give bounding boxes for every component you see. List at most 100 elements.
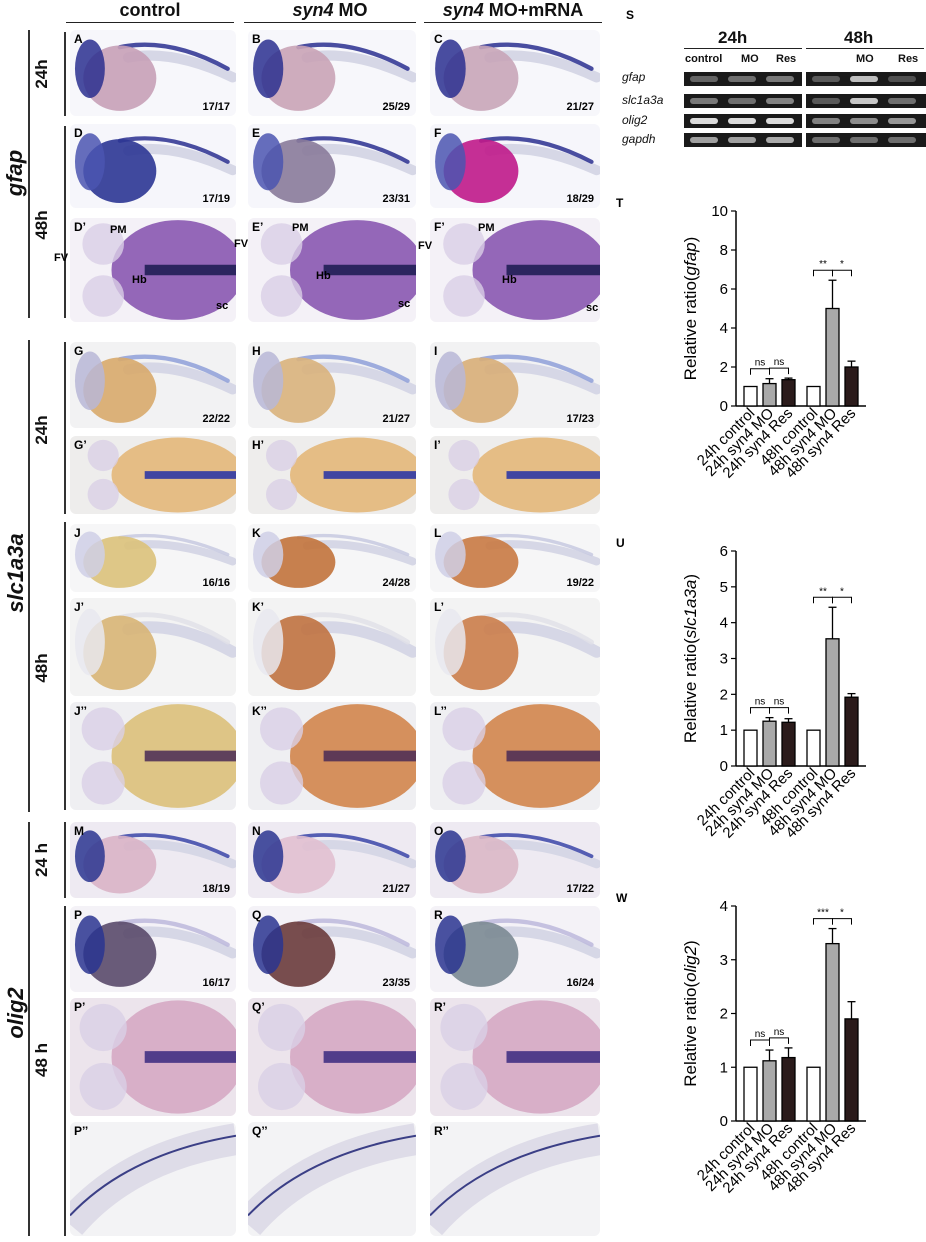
y-tick-label: 4 — [720, 898, 728, 915]
y-axis-label: Relative ratio(olig2) — [681, 940, 700, 1086]
image-panel-a: A 17/17 — [70, 30, 236, 116]
panel-label: P’’ — [74, 1124, 89, 1138]
bar — [806, 1066, 821, 1122]
y-tick-label: 2 — [720, 1006, 728, 1023]
gel-band — [690, 98, 718, 104]
gel-lane-label: control — [685, 53, 723, 65]
bar — [743, 729, 758, 767]
image-panel-qp: Q’ — [248, 998, 416, 1116]
y-axis-label: Relative ratio(slc1a3a) — [681, 574, 700, 743]
image-panel-r: R 16/24 — [430, 906, 600, 992]
significance-label: ns — [755, 358, 766, 369]
stage-label-olig2-48h: 48 h — [32, 1042, 51, 1078]
bracket-line-gfap-24h — [64, 32, 66, 116]
annotation-sc: sc — [586, 302, 599, 314]
gel-strip — [806, 94, 926, 108]
image-panel-j: J 16/16 — [70, 524, 236, 592]
panel-label: O — [434, 824, 444, 838]
stage-label-gfap-24h: 24h — [32, 59, 51, 89]
significance-bracket — [832, 596, 852, 604]
embryo-count-ratio: 23/31 — [382, 193, 410, 205]
chart-panel-label: T — [616, 196, 624, 210]
panel-label: P’ — [74, 1000, 86, 1014]
annotation-fv: FV — [418, 240, 433, 252]
panel-label: F — [434, 126, 442, 140]
y-tick-label: 0 — [720, 758, 728, 775]
bracket-line-gfap — [28, 30, 30, 318]
significance-label: ** — [819, 586, 827, 597]
gel-strip — [684, 133, 802, 147]
y-tick-label: 4 — [720, 320, 728, 337]
panel-label: K — [252, 526, 261, 540]
gel-strip — [806, 72, 926, 86]
panel-label: J — [74, 526, 81, 540]
significance-label: * — [840, 908, 844, 919]
gel-strip — [684, 114, 802, 128]
significance-label: ** — [819, 259, 827, 270]
annotation-hb: Hb — [316, 270, 331, 282]
embryo-count-ratio: 23/35 — [382, 977, 410, 989]
embryo-count-ratio: 21/27 — [382, 413, 410, 425]
significance-bracket — [769, 1037, 789, 1044]
embryo-count-ratio: 18/19 — [202, 883, 230, 895]
bar — [844, 366, 859, 407]
annotation-hb: Hb — [502, 274, 517, 286]
y-tick-label: 3 — [720, 952, 728, 969]
significance-bracket — [750, 707, 770, 714]
column-header-text: MO — [333, 0, 368, 20]
gel-band — [888, 76, 916, 82]
significance-label: * — [840, 259, 844, 270]
annotation-pm: PM — [478, 222, 495, 234]
panel-label: J’ — [74, 600, 85, 614]
gel-band — [888, 118, 916, 124]
gel-band — [728, 118, 756, 124]
bar — [743, 385, 758, 407]
gel-band — [850, 76, 878, 82]
gel-band — [728, 98, 756, 104]
embryo-count-ratio: 16/17 — [202, 977, 230, 989]
bar — [844, 696, 859, 767]
embryo-count-ratio: 17/19 — [202, 193, 230, 205]
significance-bracket — [750, 368, 770, 375]
gel-band — [766, 76, 794, 82]
gel-band — [850, 98, 878, 104]
y-tick-label: 2 — [720, 686, 728, 703]
panel-label: D — [74, 126, 83, 140]
bracket-line-slc1a3a-24h — [64, 342, 66, 514]
image-panel-jp: J’ — [70, 598, 236, 696]
bracket-line-olig2 — [28, 822, 30, 1236]
bar — [806, 385, 821, 407]
panel-label: I — [434, 344, 438, 358]
image-panel-q: Q 23/35 — [248, 906, 416, 992]
image-panel-l: L 19/22 — [430, 524, 600, 592]
panel-label: E — [252, 126, 261, 140]
gel-panel-label: S — [626, 8, 635, 22]
panel-label: M — [74, 824, 84, 838]
gene-label-olig2: olig2 — [3, 987, 28, 1039]
bar — [781, 379, 796, 407]
image-panel-k: K 24/28 — [248, 524, 416, 592]
panel-label: G’ — [74, 438, 87, 452]
gel-title-24h: 24h — [718, 28, 748, 47]
gel-title-48h: 48h — [844, 28, 874, 47]
gel-lane-label: Res — [776, 53, 797, 65]
embryo-count-ratio: 16/24 — [566, 977, 594, 989]
bar — [825, 638, 840, 767]
gel-lane-label: MO — [741, 53, 759, 65]
significance-label: *** — [817, 908, 829, 919]
embryo-count-ratio: 18/29 — [566, 193, 594, 205]
embryo-count-ratio: 24/28 — [382, 577, 410, 589]
embryo-count-ratio: 19/22 — [566, 577, 594, 589]
y-tick-label: 5 — [720, 579, 728, 596]
annotation-hb: Hb — [132, 274, 147, 286]
column-header-control: control — [66, 0, 234, 23]
gel-band — [812, 137, 840, 143]
image-panel-d: D 17/19 — [70, 124, 236, 208]
panel-label: Q’ — [252, 1000, 265, 1014]
gel-band — [766, 98, 794, 104]
gel-strip — [684, 72, 802, 86]
image-panel-c: C 21/27 — [430, 30, 600, 116]
column-header-text: MO+mRNA — [483, 0, 584, 20]
